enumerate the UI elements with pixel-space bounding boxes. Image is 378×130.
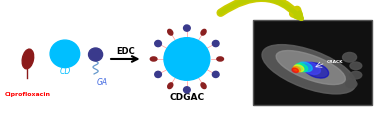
Circle shape xyxy=(164,38,210,80)
Ellipse shape xyxy=(168,83,173,89)
Ellipse shape xyxy=(304,63,328,78)
Ellipse shape xyxy=(293,67,301,72)
Ellipse shape xyxy=(294,65,304,72)
Ellipse shape xyxy=(342,52,356,62)
Ellipse shape xyxy=(168,29,173,35)
Circle shape xyxy=(50,40,80,68)
Ellipse shape xyxy=(301,62,321,74)
Text: EDC: EDC xyxy=(116,47,135,56)
Ellipse shape xyxy=(350,71,362,79)
Ellipse shape xyxy=(295,63,308,72)
Text: CDGAC: CDGAC xyxy=(169,93,204,102)
Ellipse shape xyxy=(201,29,206,35)
Circle shape xyxy=(184,87,190,93)
Circle shape xyxy=(184,25,190,31)
Circle shape xyxy=(155,40,161,47)
Text: CD: CD xyxy=(59,67,71,76)
Text: CRACK: CRACK xyxy=(326,60,343,64)
Circle shape xyxy=(212,71,219,77)
Text: GA: GA xyxy=(97,79,108,87)
Text: Ciprofloxacin: Ciprofloxacin xyxy=(5,93,51,98)
Circle shape xyxy=(212,40,219,47)
Ellipse shape xyxy=(346,80,357,88)
Ellipse shape xyxy=(150,57,157,61)
Ellipse shape xyxy=(262,45,356,94)
FancyBboxPatch shape xyxy=(253,20,372,105)
Ellipse shape xyxy=(22,49,34,69)
Ellipse shape xyxy=(292,68,298,73)
Ellipse shape xyxy=(276,51,345,84)
Circle shape xyxy=(88,48,102,61)
Ellipse shape xyxy=(217,57,223,61)
Ellipse shape xyxy=(350,62,362,70)
Ellipse shape xyxy=(298,62,312,72)
Circle shape xyxy=(155,71,161,77)
Ellipse shape xyxy=(201,83,206,89)
